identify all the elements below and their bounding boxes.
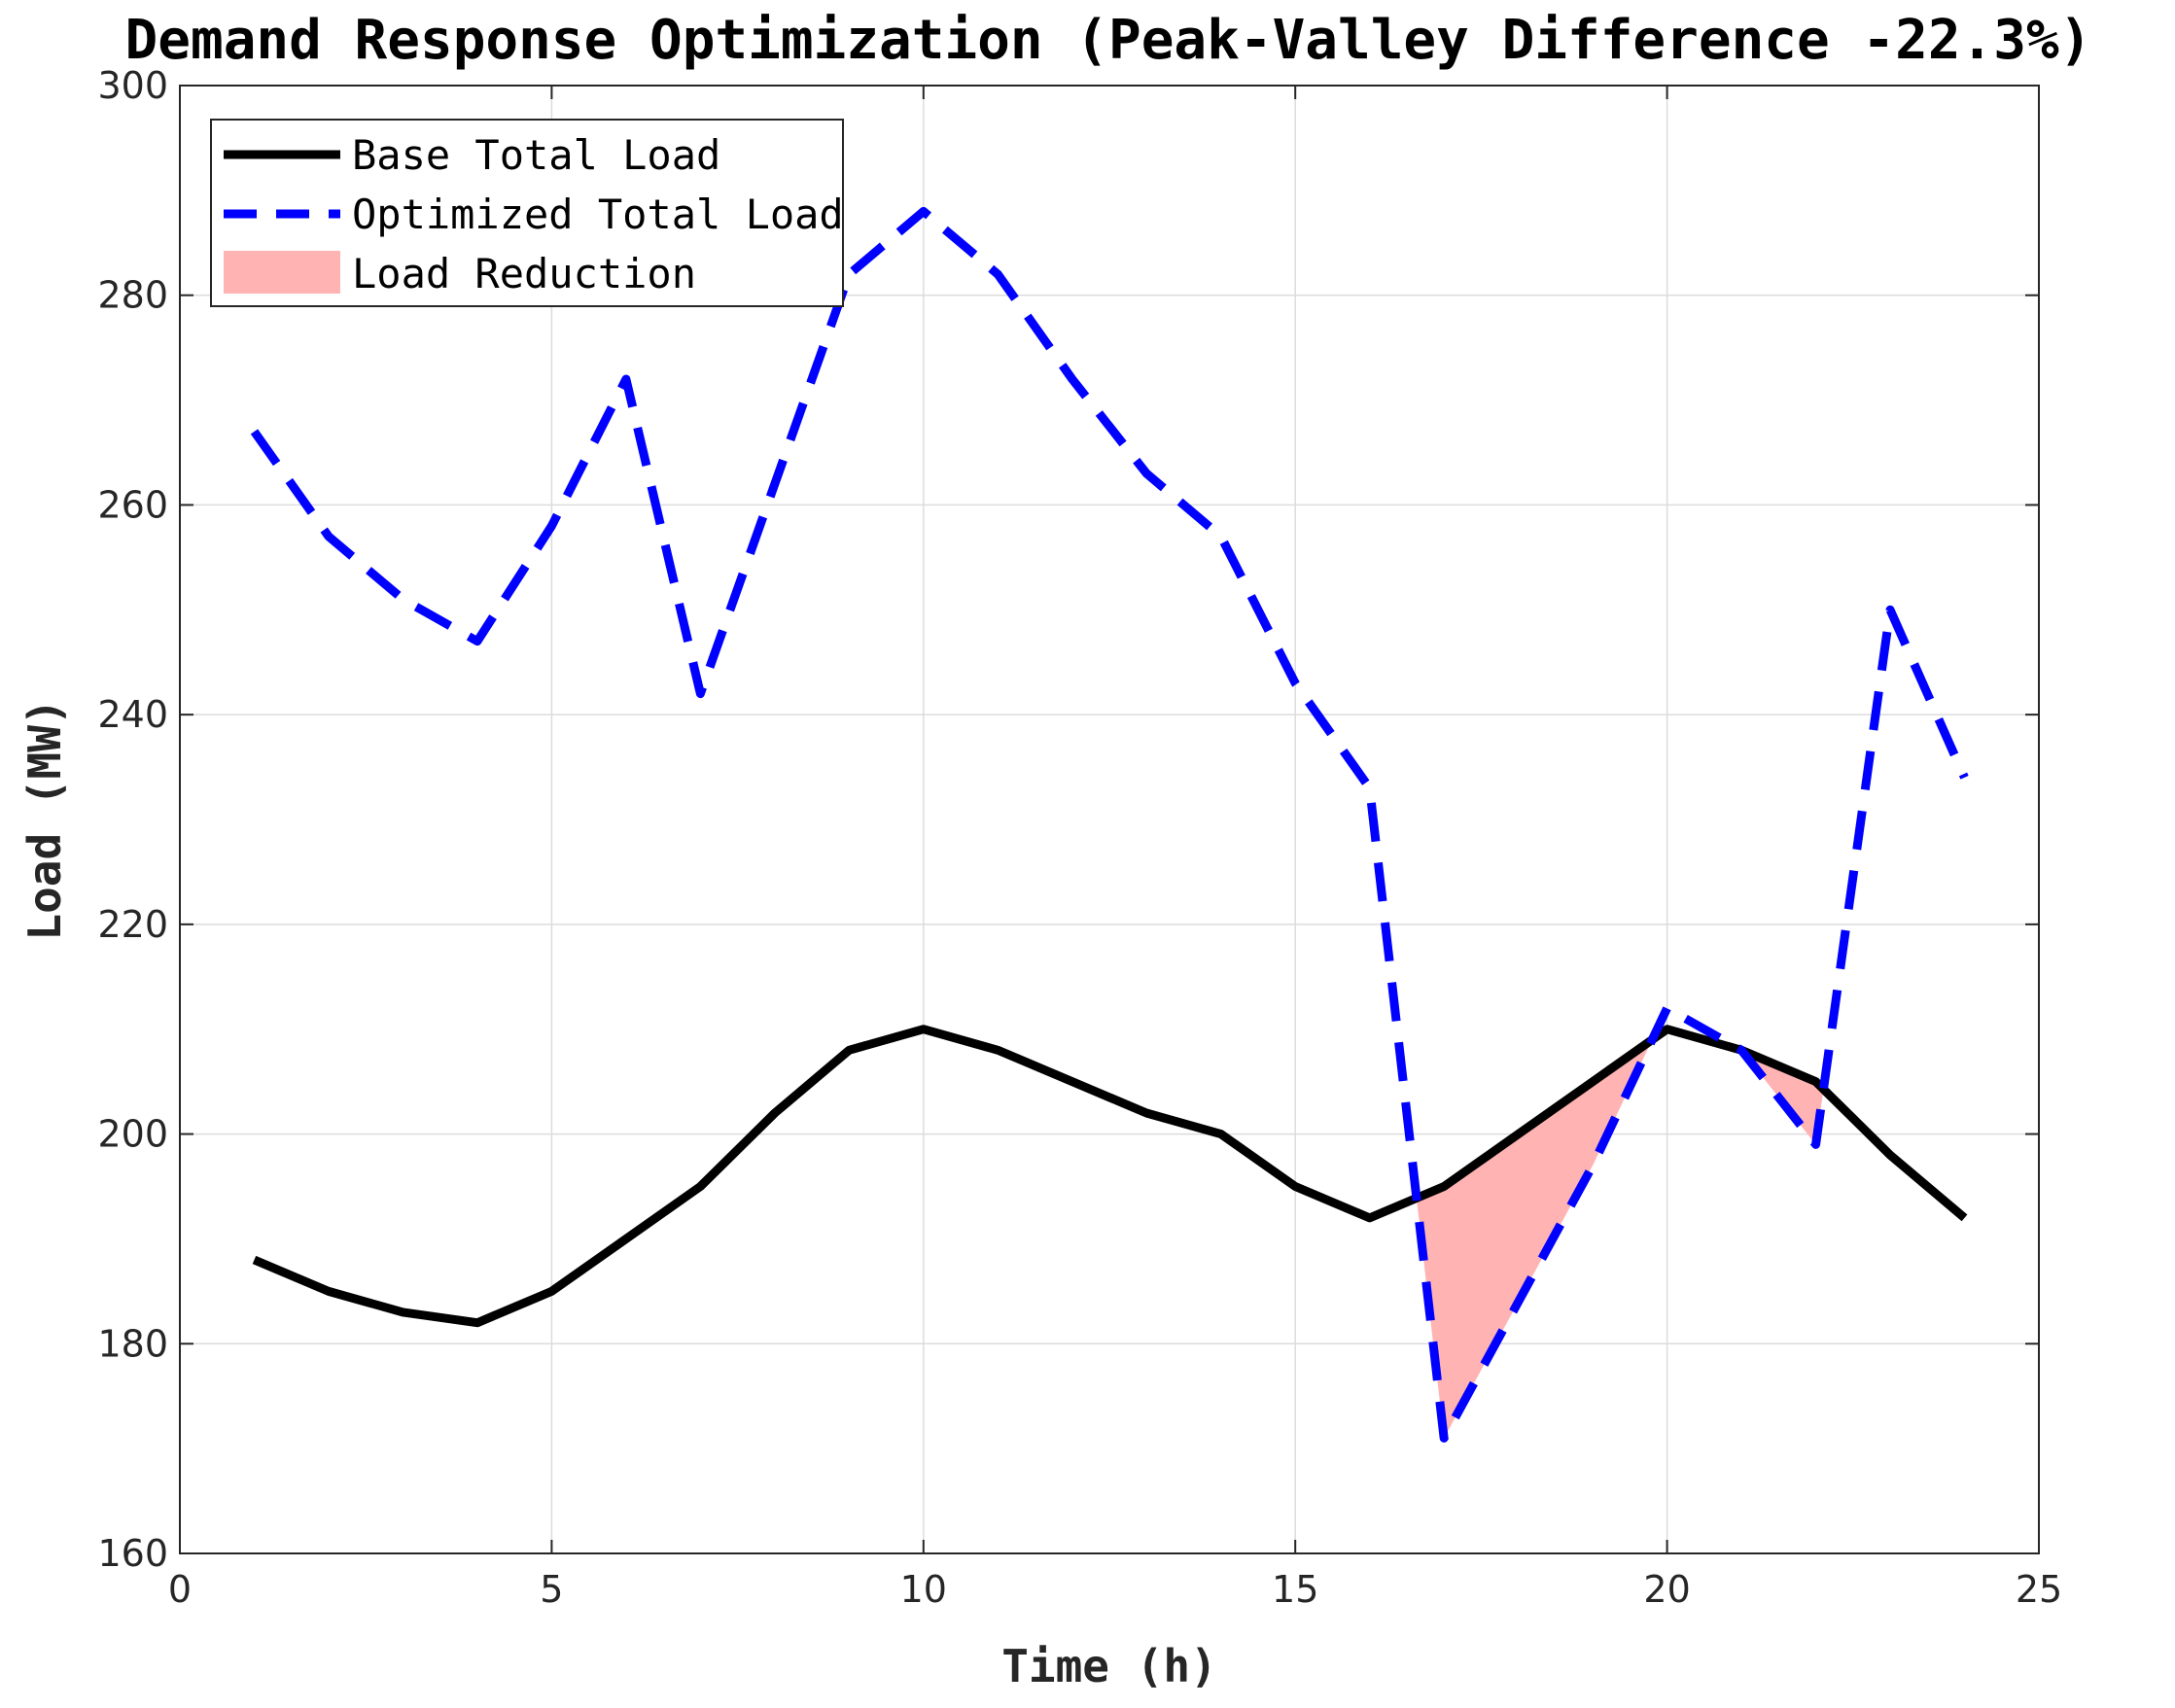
y-tick-label: 220 [97, 903, 168, 946]
axis-ticks: 0 5 10 15 20 25 160 180 200 220 240 260 280 300 [97, 64, 2062, 1611]
y-tick-label: 240 [97, 693, 168, 736]
x-tick-label: 5 [540, 1568, 563, 1611]
legend-label-optimized-load: Optimized Total Load [352, 191, 844, 238]
y-tick-label: 160 [97, 1532, 168, 1575]
x-tick-label: 25 [2016, 1568, 2062, 1611]
x-tick-label: 0 [168, 1568, 192, 1611]
y-tick-label: 260 [97, 483, 168, 526]
legend-label-load-reduction: Load Reduction [352, 250, 696, 297]
x-tick-label: 15 [1272, 1568, 1318, 1611]
load-reduction-fill [1416, 1039, 1653, 1439]
legend-label-base-load: Base Total Load [352, 131, 720, 179]
y-tick-label: 200 [97, 1113, 168, 1156]
x-tick-label: 20 [1643, 1568, 1690, 1611]
x-tick-label: 10 [900, 1568, 947, 1611]
gridlines [180, 86, 2039, 1553]
series-lines [250, 206, 1969, 1443]
x-axis-title: Time (h) [1001, 1640, 1217, 1692]
y-tick-label: 180 [97, 1322, 168, 1365]
legend-swatch-load-reduction [224, 251, 340, 294]
legend: Base Total Load Optimized Total Load Loa… [210, 119, 844, 307]
chart-title: Demand Response Optimization (Peak-Valle… [125, 9, 2092, 72]
base-total-load-line [252, 1025, 1968, 1328]
y-tick-label: 280 [97, 274, 168, 317]
plot-frame [179, 85, 2040, 1554]
y-tick-label: 300 [97, 64, 168, 107]
y-axis-title: Load (MW) [18, 698, 71, 940]
optimized-total-load-line [250, 206, 1969, 1443]
